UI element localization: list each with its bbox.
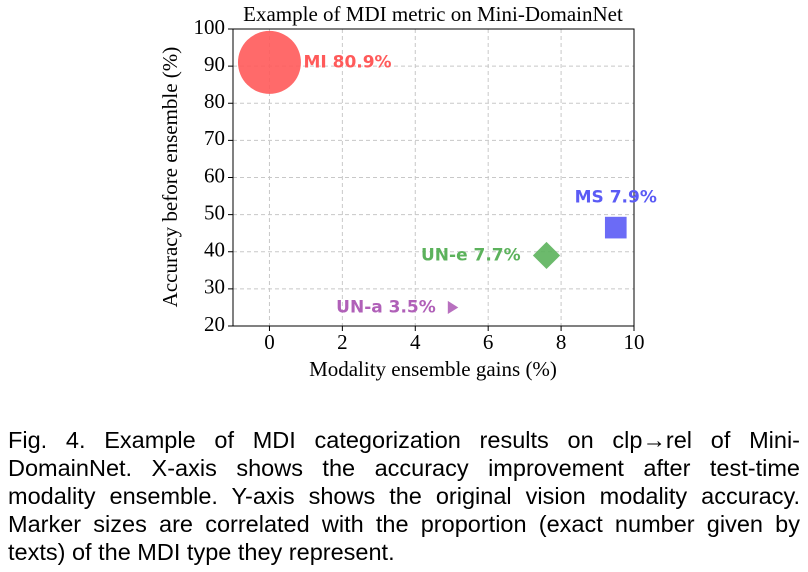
marker (447, 300, 459, 314)
x-tick-label: 2 (337, 330, 348, 354)
y-tick-label: 30 (204, 275, 225, 299)
x-tick-label: 10 (624, 330, 645, 354)
y-tick-label: 50 (204, 200, 225, 224)
x-tick-label: 4 (410, 330, 421, 354)
point-label: UN-a 3.5% (336, 297, 436, 317)
y-tick-label: 20 (204, 312, 225, 336)
y-tick-label: 60 (204, 163, 225, 187)
marker (237, 30, 301, 94)
plot-frame (232, 28, 635, 327)
point-label: MI 80.9% (303, 52, 391, 72)
figure-caption: Fig. 4. Example of MDI categorization re… (8, 427, 800, 565)
y-axis-label: Accuracy before ensemble (%) (158, 47, 182, 308)
y-tick-label: 90 (204, 52, 225, 76)
y-tick-label: 80 (204, 89, 225, 113)
marker (532, 241, 561, 270)
x-tick-label: 6 (483, 330, 494, 354)
y-tick-label: 70 (204, 126, 225, 150)
x-tick-label: 8 (556, 330, 567, 354)
x-tick-label: 0 (264, 330, 275, 354)
point-label: UN-e 7.7% (421, 245, 521, 265)
y-tick-label: 40 (204, 238, 225, 262)
marker (604, 216, 627, 239)
chart: Example of MDI metric on Mini-DomainNet … (158, 2, 657, 381)
chart-title: Example of MDI metric on Mini-DomainNet (243, 2, 623, 26)
x-axis-label: Modality ensemble gains (%) (309, 357, 557, 381)
point-label: MS 7.9% (575, 188, 657, 208)
y-tick-label: 100 (194, 15, 226, 39)
